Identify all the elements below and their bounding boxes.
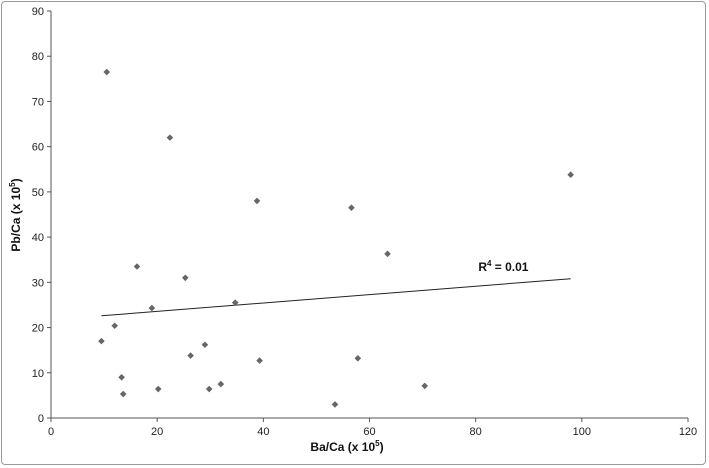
data-point <box>118 374 125 381</box>
y-tick-label: 0 <box>38 413 44 425</box>
y-tick-label: 80 <box>32 51 44 63</box>
data-point <box>253 197 261 205</box>
data-point <box>148 304 156 312</box>
data-point <box>133 263 141 270</box>
data-point <box>567 171 574 179</box>
y-tick-label: 70 <box>32 96 44 108</box>
y-tick-label: 40 <box>32 232 44 244</box>
x-tick-label: 20 <box>151 426 163 438</box>
x-axis-label: Ba/Ca (x 105) <box>310 439 383 454</box>
x-tick-label: 120 <box>679 426 697 438</box>
data-point <box>98 337 105 345</box>
tick-labels: 0 10 20 30 40 50 60 70 80 90 0 20 40 60 80 100 120 <box>32 6 697 438</box>
data-point <box>217 380 225 388</box>
data-point <box>231 299 239 306</box>
data-point <box>119 390 127 398</box>
data-point <box>166 134 174 141</box>
y-tick-label: 30 <box>32 277 44 289</box>
data-point <box>201 341 209 349</box>
data-point <box>256 357 263 364</box>
x-tick-label: 0 <box>48 426 54 438</box>
data-point <box>331 401 339 408</box>
data-point <box>205 385 213 393</box>
data-point <box>384 250 391 258</box>
data-point <box>348 204 355 212</box>
data-point <box>111 322 118 330</box>
y-tick-label: 10 <box>32 368 44 380</box>
data-point <box>103 68 111 76</box>
data-point <box>421 382 429 390</box>
x-tick-label: 60 <box>363 426 375 438</box>
x-tick-label: 100 <box>573 426 591 438</box>
x-tick-label: 40 <box>257 426 269 438</box>
y-tick-label: 60 <box>32 142 44 154</box>
y-tick-label: 90 <box>32 6 44 18</box>
x-tick-label: 80 <box>470 426 482 438</box>
data-point <box>354 355 362 362</box>
trendline-group <box>101 278 571 317</box>
data-points <box>98 68 574 408</box>
axes <box>47 10 689 422</box>
trendline <box>101 278 571 317</box>
r-squared-annotation: R4 = 0.01 <box>478 259 528 274</box>
y-tick-label: 20 <box>32 323 44 335</box>
data-point <box>154 385 162 393</box>
data-point <box>187 352 194 359</box>
data-point <box>182 274 189 282</box>
y-axis-label: Pb/Ca (x 105) <box>8 178 23 251</box>
y-tick-label: 50 <box>32 187 44 199</box>
